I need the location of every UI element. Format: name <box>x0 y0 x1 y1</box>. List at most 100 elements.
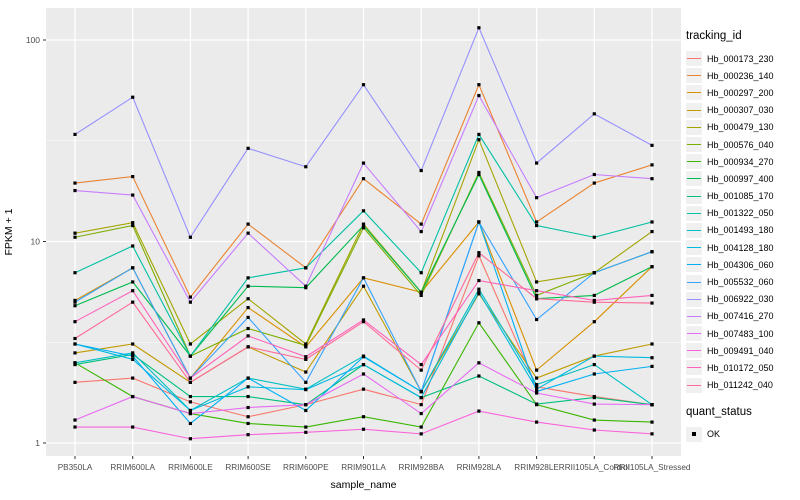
legend-key <box>686 102 702 118</box>
data-point <box>477 374 481 378</box>
data-point <box>535 376 539 380</box>
legend-line-swatch <box>687 229 701 231</box>
data-point <box>246 276 250 280</box>
legend-item-Hb_001085_170: Hb_001085_170 <box>686 188 798 205</box>
legend-line-swatch <box>687 58 701 60</box>
legend-item-Hb_005532_060: Hb_005532_060 <box>686 273 798 290</box>
legend-item-Hb_000236_140: Hb_000236_140 <box>686 67 798 84</box>
data-point <box>188 295 192 299</box>
legend-item-label: Hb_004128_180 <box>707 242 774 253</box>
legend-line-swatch <box>687 281 701 283</box>
data-point <box>535 196 539 200</box>
legend-key <box>686 274 702 290</box>
x-tick-label: RRIM600LE <box>168 463 213 472</box>
legend-key <box>686 377 702 393</box>
data-point <box>246 146 250 150</box>
legend-item-label: Hb_006922_030 <box>707 294 774 305</box>
data-point <box>419 168 423 173</box>
data-point <box>73 231 77 235</box>
data-point <box>73 132 77 137</box>
data-point <box>650 342 654 346</box>
data-point <box>535 293 539 298</box>
legend-line-swatch <box>687 212 701 214</box>
legend-key <box>686 205 702 221</box>
data-point <box>477 251 481 255</box>
data-point <box>419 290 423 294</box>
legend-item-Hb_001493_180: Hb_001493_180 <box>686 222 798 239</box>
data-point <box>650 356 654 360</box>
data-point <box>477 254 481 258</box>
legend-key <box>686 68 702 84</box>
data-point <box>477 93 481 98</box>
data-point <box>592 112 596 116</box>
data-point <box>73 336 77 341</box>
legend-item-label: Hb_007483_100 <box>707 328 774 339</box>
legend-item-label: Hb_005532_060 <box>707 277 774 288</box>
legend-item-label: Hb_000479_130 <box>707 122 774 133</box>
data-point <box>419 362 423 367</box>
data-point <box>592 372 596 376</box>
legend-line-swatch <box>687 144 701 146</box>
x-tick-label: RRIM600SE <box>225 463 271 472</box>
data-point <box>477 170 481 175</box>
data-point <box>131 354 135 358</box>
data-point <box>477 321 481 325</box>
data-point <box>361 223 366 228</box>
legend-line-swatch <box>687 247 701 249</box>
legend-item-quant-OK: OK <box>686 426 798 443</box>
data-point <box>246 433 250 437</box>
data-point <box>650 364 654 368</box>
legend-key <box>686 257 702 273</box>
data-point <box>592 396 596 400</box>
legend-key <box>686 240 702 256</box>
x-tick-label: RRIM928LA <box>457 463 502 472</box>
data-point <box>535 297 539 301</box>
data-point <box>535 317 539 322</box>
legend-key <box>686 188 702 204</box>
data-point <box>650 163 654 167</box>
data-point <box>73 300 77 304</box>
data-point <box>535 391 539 395</box>
data-point <box>361 318 366 322</box>
data-point <box>131 280 135 284</box>
data-point <box>535 368 539 372</box>
legend-line-swatch <box>687 298 701 300</box>
data-point <box>304 430 308 434</box>
legend-line-swatch <box>687 384 701 386</box>
data-point <box>650 143 654 147</box>
legend-key <box>686 51 702 67</box>
data-point <box>131 223 135 228</box>
legend-item-label: Hb_009491_040 <box>707 345 774 356</box>
data-point <box>361 276 366 280</box>
data-point <box>188 421 192 426</box>
data-point <box>592 271 596 275</box>
x-axis-title: sample_name <box>331 479 397 491</box>
data-point <box>188 437 192 441</box>
legend-item-Hb_000173_230: Hb_000173_230 <box>686 50 798 67</box>
legend-line-swatch <box>687 75 701 77</box>
data-point <box>304 403 308 407</box>
legend-line-swatch <box>687 367 701 369</box>
data-point <box>246 297 250 301</box>
data-point <box>592 428 596 432</box>
data-point <box>477 409 481 413</box>
data-point <box>246 421 250 426</box>
data-point <box>131 425 135 429</box>
legend-item-Hb_000297_200: Hb_000297_200 <box>686 84 798 101</box>
data-point <box>650 220 654 224</box>
data-point <box>419 425 423 429</box>
data-point <box>131 193 135 197</box>
data-point <box>419 368 423 372</box>
legend-item-Hb_011242_040: Hb_011242_040 <box>686 377 798 394</box>
legend-item-Hb_007483_100: Hb_007483_100 <box>686 325 798 342</box>
data-point <box>592 418 596 422</box>
x-tick-label: RRII105LA_Control <box>559 463 630 472</box>
data-point <box>535 220 539 224</box>
legend-item-Hb_009491_040: Hb_009491_040 <box>686 342 798 359</box>
data-point <box>535 280 539 284</box>
data-point <box>304 355 308 359</box>
legend-item-label: Hb_001493_180 <box>707 225 774 236</box>
data-point <box>361 387 366 391</box>
data-point <box>304 284 308 288</box>
data-point <box>246 222 250 226</box>
